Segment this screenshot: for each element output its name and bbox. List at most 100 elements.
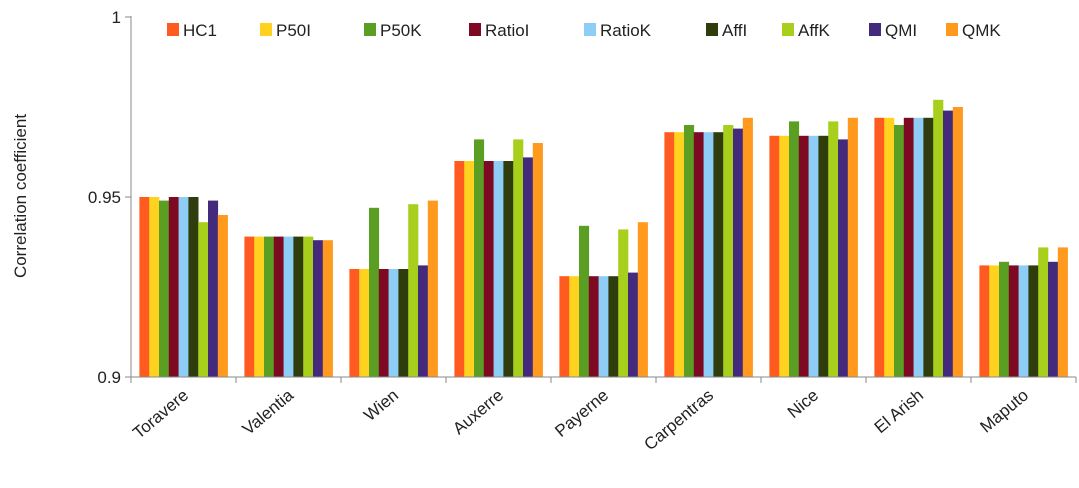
bar-ratiok-el-arish — [913, 117, 924, 378]
bar-qmi-carpentras — [733, 128, 744, 377]
x-category-label: Payerne — [551, 386, 612, 441]
bar-hc1-nice — [769, 135, 780, 377]
bar-p50i-maputo — [989, 265, 1000, 377]
legend-swatch-qmi — [869, 23, 881, 36]
bar-hc1-payerne — [559, 276, 570, 377]
x-category-label: Carpentras — [640, 386, 717, 455]
bar-ratioi-nice — [798, 135, 809, 377]
bar-affk-toravere — [198, 222, 209, 377]
legend-label-ratioi: RatioI — [485, 21, 529, 40]
x-category-label: Maputo — [976, 386, 1032, 437]
bar-ratiok-valentia — [283, 236, 294, 377]
bar-qmk-carpentras — [742, 117, 753, 378]
bar-ratiok-auxerre — [493, 161, 504, 377]
bar-qmk-nice — [847, 117, 858, 378]
legend-label-affi: AffI — [722, 21, 747, 40]
x-category-label: Toravere — [129, 386, 192, 443]
bar-qmi-nice — [838, 139, 849, 377]
x-category-label: Nice — [784, 386, 822, 422]
bar-ratioi-toravere — [168, 197, 179, 377]
legend-swatch-hc1 — [167, 23, 179, 36]
bar-p50k-payerne — [579, 225, 590, 377]
bar-p50i-payerne — [569, 276, 580, 377]
bar-hc1-toravere — [139, 197, 150, 377]
bar-p50k-carpentras — [684, 125, 695, 377]
bar-p50k-wien — [369, 207, 380, 377]
bar-affk-el-arish — [933, 99, 944, 378]
bar-qmi-wien — [418, 265, 429, 377]
bar-affk-maputo — [1038, 247, 1049, 377]
bar-ratiok-toravere — [178, 197, 189, 377]
legend-swatch-ratioi — [469, 23, 481, 36]
x-category-label: Auxerre — [449, 386, 507, 439]
x-categories-group: Toravere Valentia Wien Auxerre Payerne Carpen… — [129, 377, 1077, 455]
legend-swatch-affi — [706, 23, 718, 36]
bar-ratioi-carpentras — [693, 132, 704, 377]
bar-qmk-wien — [427, 200, 438, 377]
bar-ratioi-el-arish — [903, 117, 914, 378]
bar-hc1-carpentras — [664, 132, 675, 377]
bar-p50k-toravere — [159, 200, 170, 377]
bar-affk-auxerre — [513, 139, 524, 377]
bar-p50i-valentia — [254, 236, 265, 377]
bar-ratiok-carpentras — [703, 132, 714, 377]
x-category-label: El Arish — [871, 386, 927, 438]
bar-ratioi-wien — [378, 269, 389, 377]
bar-ratioi-valentia — [273, 236, 284, 377]
bar-qmi-toravere — [208, 200, 219, 377]
bar-qmi-maputo — [1048, 261, 1059, 377]
bar-p50k-auxerre — [474, 139, 485, 377]
bar-p50i-auxerre — [464, 161, 475, 377]
legend: HC1 P50I P50K RatioI RatioK AffI AffK QMI QMK — [167, 21, 1001, 40]
bar-p50k-maputo — [999, 261, 1010, 377]
bar-affk-valentia — [303, 236, 314, 377]
legend-swatch-affk — [782, 23, 794, 36]
bar-affi-payerne — [608, 276, 619, 377]
bar-affi-auxerre — [503, 161, 514, 377]
bar-qmk-valentia — [322, 240, 333, 377]
bar-p50k-el-arish — [894, 125, 905, 377]
legend-label-qmk: QMK — [962, 21, 1001, 40]
legend-swatch-p50k — [364, 23, 376, 36]
legend-swatch-p50i — [260, 23, 272, 36]
bar-affi-toravere — [188, 197, 199, 377]
bar-qmi-payerne — [628, 272, 639, 377]
bar-affk-nice — [828, 121, 839, 378]
legend-label-ratiok: RatioK — [600, 21, 652, 40]
legend-label-p50i: P50I — [276, 21, 311, 40]
bar-p50k-nice — [789, 121, 800, 378]
x-category-label: Wien — [360, 386, 402, 425]
bar-hc1-valentia — [244, 236, 255, 377]
bar-p50i-toravere — [149, 197, 160, 377]
bar-affi-carpentras — [713, 132, 724, 377]
y-axis-label: Correlation coefficient — [11, 114, 30, 278]
bar-ratiok-nice — [808, 135, 819, 377]
bar-ratiok-wien — [388, 269, 399, 377]
x-category-label: Valentia — [239, 385, 298, 439]
bar-ratiok-maputo — [1018, 265, 1029, 377]
legend-swatch-ratiok — [584, 23, 596, 36]
bar-qmi-auxerre — [523, 157, 534, 377]
bar-affi-nice — [818, 135, 829, 377]
y-ticks-group: 0.9 0.95 1 — [88, 8, 131, 387]
bar-ratioi-auxerre — [483, 161, 494, 377]
bar-qmk-payerne — [637, 222, 648, 377]
bar-qmk-el-arish — [952, 107, 963, 377]
legend-label-affk: AffK — [798, 21, 830, 40]
legend-swatch-qmk — [946, 23, 958, 36]
bar-qmk-auxerre — [532, 143, 543, 377]
bar-affi-wien — [398, 269, 409, 377]
bar-hc1-wien — [349, 269, 360, 377]
bar-qmk-maputo — [1057, 247, 1068, 377]
bar-p50i-nice — [779, 135, 790, 377]
bar-affi-el-arish — [923, 117, 934, 378]
bar-ratioi-maputo — [1008, 265, 1019, 377]
legend-label-p50k: P50K — [380, 21, 422, 40]
bar-ratioi-payerne — [588, 276, 599, 377]
bar-p50i-el-arish — [884, 117, 895, 378]
legend-label-hc1: HC1 — [183, 21, 217, 40]
bars-group — [139, 99, 1068, 378]
bar-qmi-valentia — [313, 240, 324, 377]
y-tick-label: 1 — [112, 8, 121, 27]
